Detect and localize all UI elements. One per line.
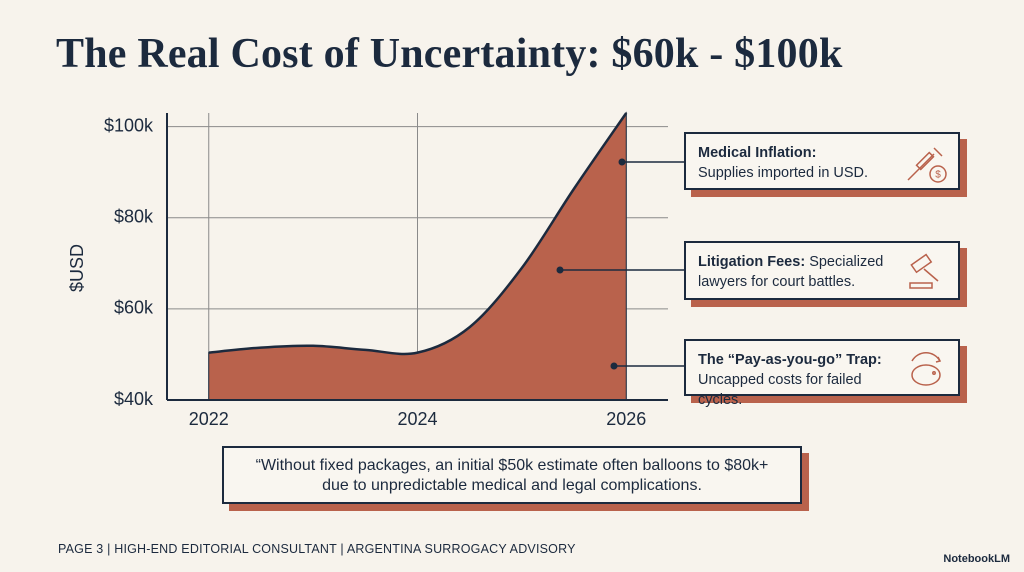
- brand: NotebookLM: [943, 553, 1010, 565]
- y-tick-label: $40k: [114, 389, 154, 409]
- y-tick-label: $60k: [114, 298, 154, 318]
- quote-text: “Without fixed packages, an initial $50k…: [255, 457, 769, 494]
- x-tick-label: 2024: [397, 409, 437, 429]
- footer: PAGE 3 | HIGH-END EDITORIAL CONSULTANT |…: [58, 542, 576, 556]
- x-tick-label: 2026: [606, 409, 646, 429]
- callout-text: Supplies imported in USD.: [698, 165, 869, 181]
- callout-text: Specialized lawyers for court battles.: [698, 254, 884, 290]
- callout-title: Medical Inflation:: [698, 145, 817, 161]
- leader-dot: [610, 362, 618, 370]
- y-tick-label: $80k: [114, 207, 154, 227]
- callout: Litigation Fees: Specialized lawyers for…: [684, 241, 960, 300]
- icon: [909, 253, 939, 289]
- callout: Medical Inflation: Supplies imported in U…: [684, 132, 960, 190]
- leader-dot: [618, 158, 626, 166]
- leaders: [556, 158, 684, 370]
- leader-dot: [556, 266, 564, 274]
- slide-title: The Real Cost of Uncertainty: $60k - $10…: [56, 31, 843, 77]
- y-axis-label: $USD: [67, 244, 87, 292]
- icon: $: [907, 147, 947, 183]
- quote-box: “Without fixed packages, an initial $50k…: [222, 446, 802, 504]
- svg-text:$: $: [935, 170, 941, 181]
- callout-title: Litigation Fees:: [698, 254, 806, 270]
- callout: The “Pay-as-you-go” Trap: Uncapped costs …: [684, 339, 960, 408]
- icon: [911, 352, 942, 386]
- callout-text: Uncapped costs for failed cycles.: [698, 372, 862, 408]
- x-tick-label: 2022: [189, 409, 229, 429]
- line: [208, 112, 628, 356]
- y-tick-label: $100k: [104, 115, 154, 135]
- callout-title: The “Pay-as-you-go” Trap:: [698, 352, 882, 368]
